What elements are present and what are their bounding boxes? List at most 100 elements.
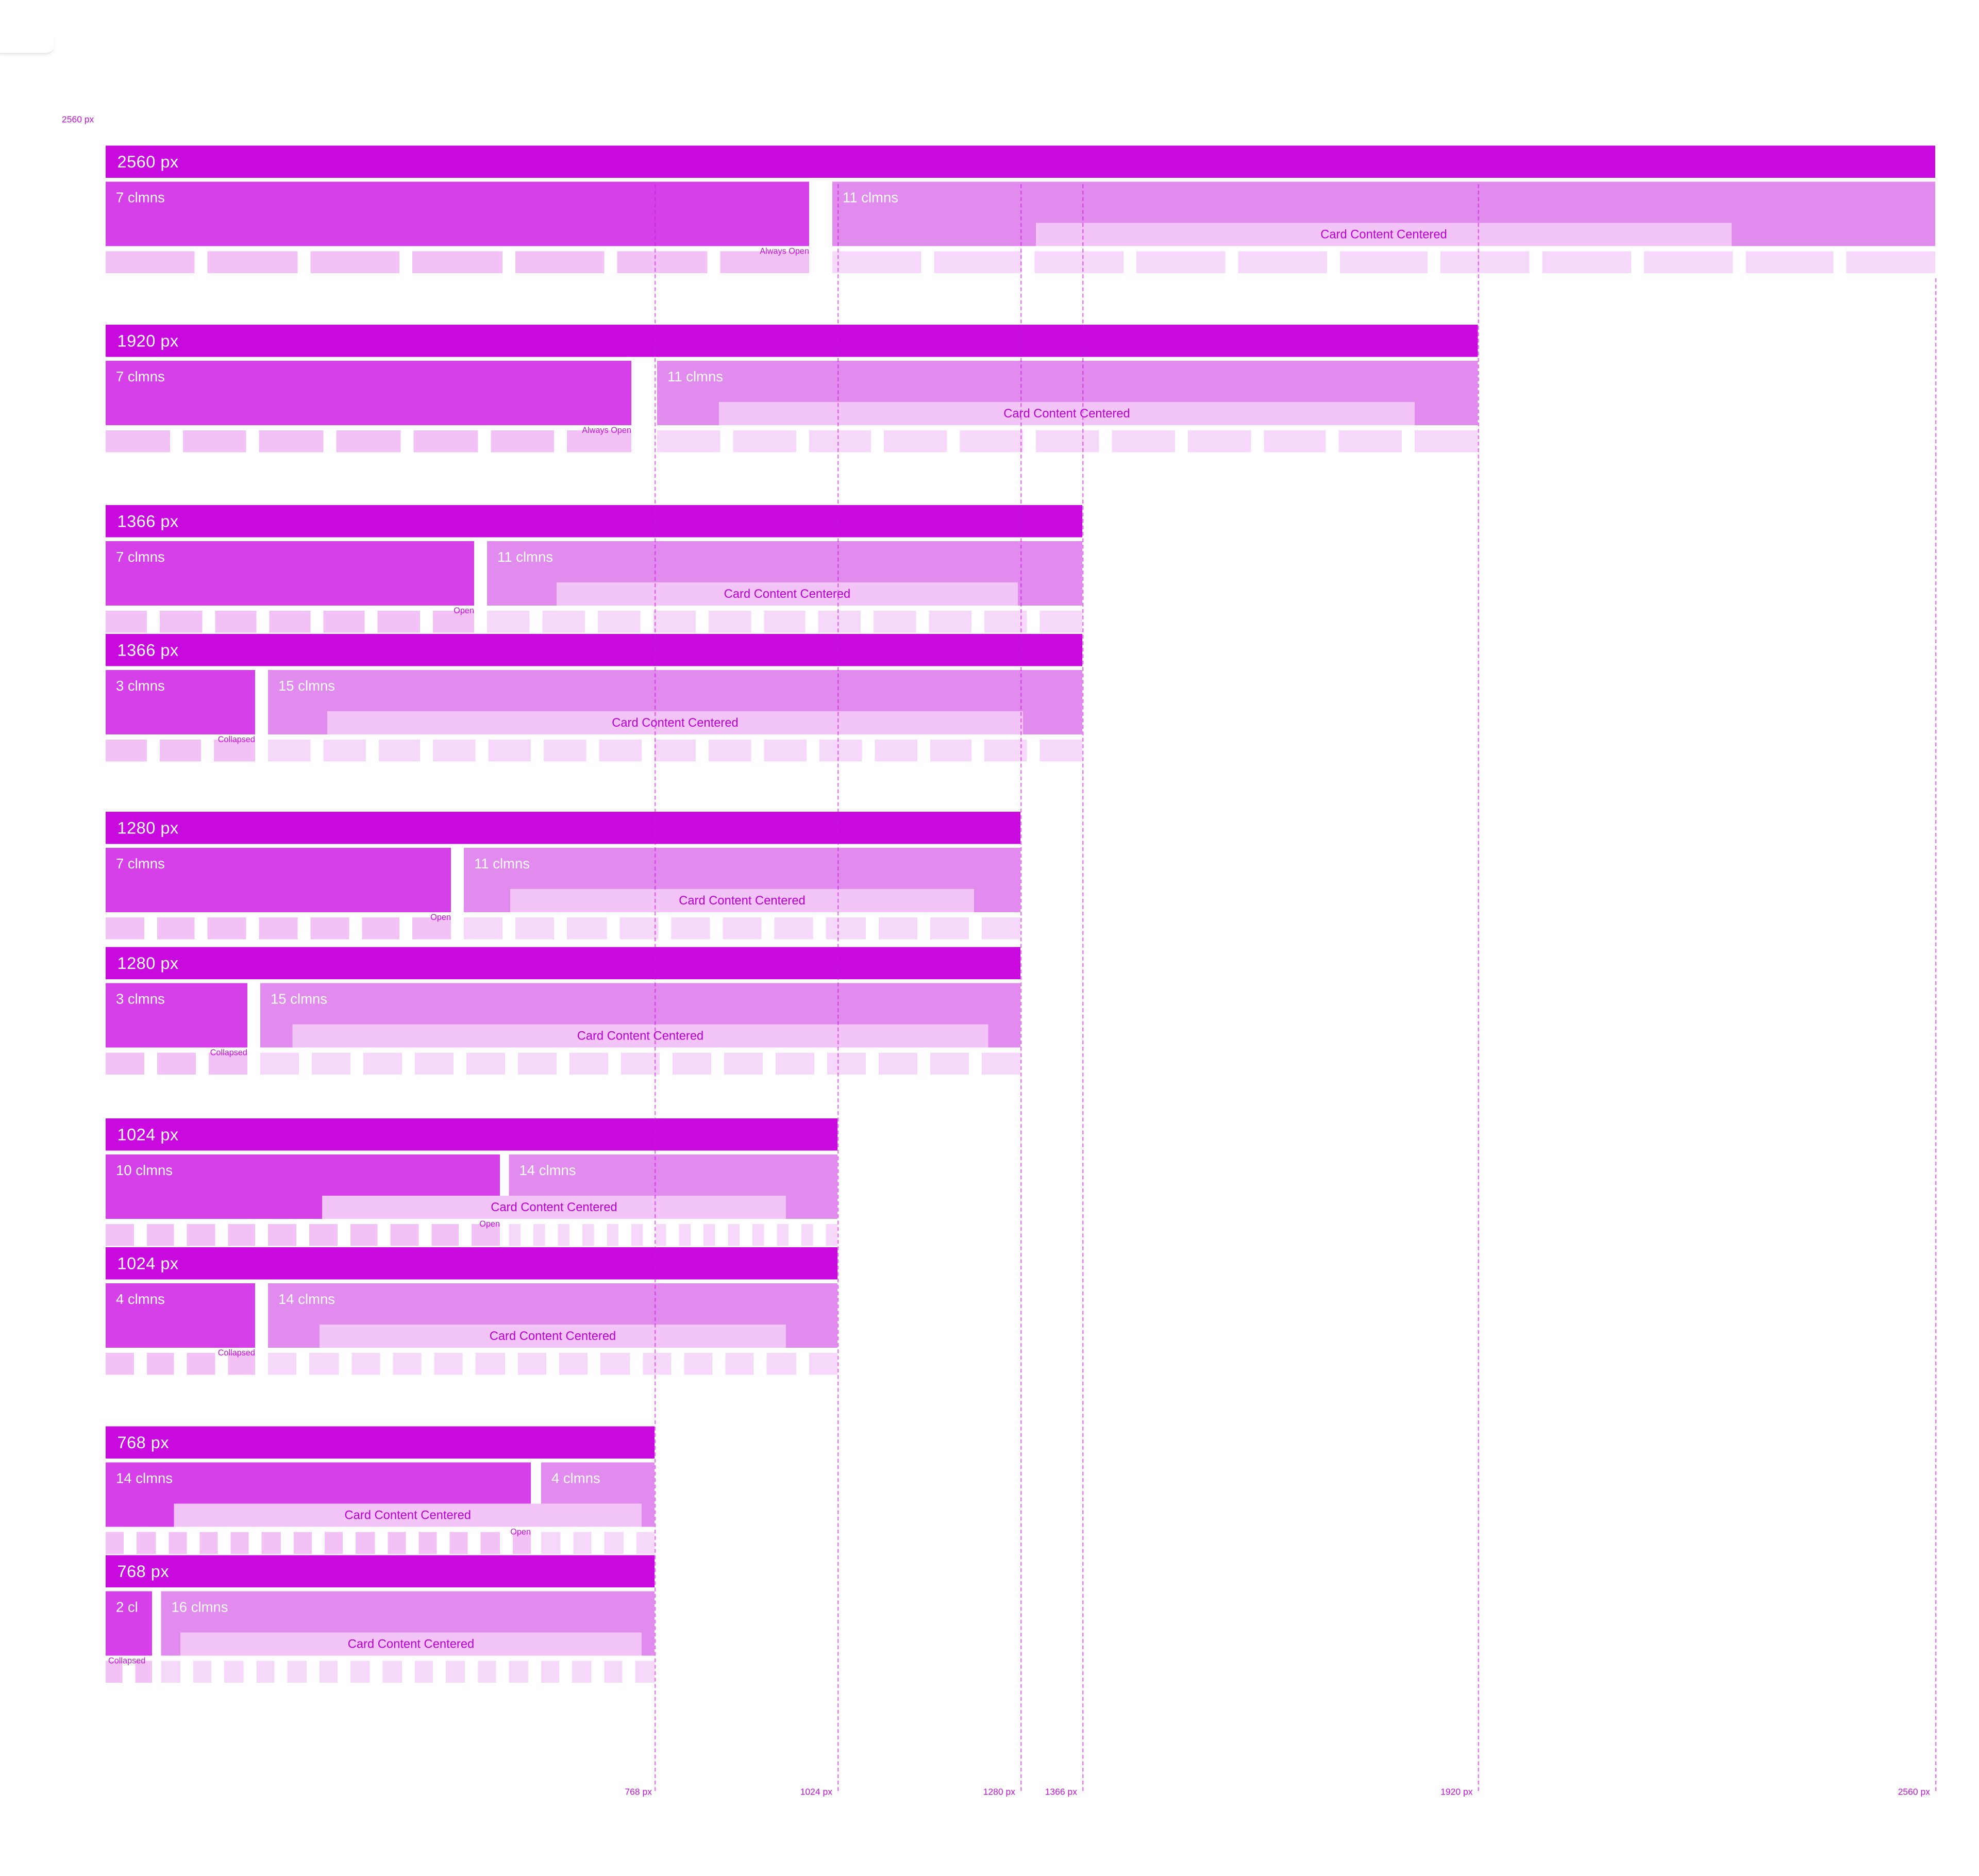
grid-column-swatch: [582, 1224, 594, 1246]
grid-column-swatch: [515, 917, 555, 940]
nav-columns-block: 3 clmns: [106, 670, 255, 734]
grid-column-swatch: [984, 740, 1027, 762]
grid-column-swatch: [1112, 430, 1175, 453]
grid-column-swatch: [137, 1532, 156, 1554]
breakpoint-header: 1366 px: [106, 634, 1082, 666]
grid-column-swatch: [106, 740, 147, 762]
grid-column-swatch: [259, 430, 324, 453]
grid-column-swatch: [1441, 251, 1530, 273]
grid-column-swatch: [192, 1661, 212, 1683]
grid-column-swatch: [187, 1353, 215, 1375]
grid-column-swatch: [488, 740, 531, 762]
grid-column-swatch: [324, 1532, 343, 1554]
grid-column-swatch: [293, 1532, 312, 1554]
breakpoint-guide-2560: [1935, 278, 1937, 1791]
grid-column-swatch: [635, 1661, 655, 1683]
content-columns-label: 16 clmns: [171, 1600, 228, 1616]
breakpoint-frame-1920: 1920 px 7 clmns 11 clmns Card Content Ce…: [106, 325, 1478, 456]
grid-column-swatch: [929, 740, 972, 762]
grid-column-swatch: [135, 1661, 152, 1683]
breakpoint-frame-1280-open: 1280 px 7 clmns 11 clmns Card Content Ce…: [106, 812, 1021, 943]
breakpoint-frame-1366-collapsed: 1366 px 3 clmns 15 clmns Card Content Ce…: [106, 634, 1082, 765]
axis-label-1280: 1280 px: [983, 1788, 1015, 1798]
grid-columns-right: [268, 1353, 837, 1375]
grid-column-swatch: [309, 1224, 337, 1246]
grid-column-swatch: [157, 1052, 196, 1075]
grid-column-swatch: [160, 740, 201, 762]
breakpoint-frame-1280-collapsed: 1280 px 3 clmns 15 clmns Card Content Ce…: [106, 947, 1020, 1079]
grid-column-swatch: [187, 1224, 215, 1246]
grid-column-swatch: [657, 430, 720, 453]
nav-columns-label: 7 clmns: [116, 550, 165, 566]
grid-column-swatch: [930, 1052, 969, 1075]
grid-column-swatch: [477, 1661, 496, 1683]
grid-columns-left: [106, 740, 255, 762]
grid-column-swatch: [487, 611, 530, 633]
grid-column-swatch: [670, 917, 710, 940]
grid-column-swatch: [1542, 251, 1631, 273]
grid-column-swatch: [509, 1224, 521, 1246]
grid-column-swatch: [106, 1052, 144, 1075]
grid-columns-left: [106, 611, 474, 633]
grid-column-swatch: [874, 611, 917, 633]
grid-column-swatch: [827, 1052, 866, 1075]
grid-column-swatch: [1039, 611, 1082, 633]
grid-column-swatch: [542, 611, 585, 633]
card-content-bar: Card Content Centered: [180, 1632, 642, 1656]
breakpoint-header: 768 px: [106, 1426, 655, 1459]
breakpoint-header: 1024 px: [106, 1118, 837, 1151]
grid-column-swatch: [617, 251, 707, 273]
grid-columns-right: [268, 740, 1082, 762]
grid-column-swatch: [703, 1224, 716, 1246]
grid-column-swatch: [268, 1224, 296, 1246]
grid-column-swatch: [635, 1532, 655, 1554]
grid-column-swatch: [106, 430, 170, 453]
grid-column-swatch: [227, 1224, 256, 1246]
grid-column-swatch: [476, 1353, 505, 1375]
grid-columns-right: [832, 251, 1936, 273]
grid-column-swatch: [466, 1052, 505, 1075]
nav-columns-block: 7 clmns: [106, 848, 451, 912]
grid-column-swatch: [268, 740, 310, 762]
grid-column-swatch: [432, 611, 474, 633]
grid-column-swatch: [621, 1052, 660, 1075]
grid-columns-left: [106, 251, 809, 273]
grid-column-swatch: [558, 1224, 569, 1246]
grid-column-swatch: [809, 430, 872, 453]
axis-label-1920: 1920 px: [1440, 1788, 1473, 1798]
grid-columns-left: [106, 1353, 255, 1375]
grid-column-swatch: [709, 740, 751, 762]
grid-columns-right: [487, 611, 1082, 633]
grid-column-swatch: [567, 917, 607, 940]
grid-column-swatch: [382, 1661, 401, 1683]
grid-column-swatch: [106, 1224, 133, 1246]
grid-column-swatch: [733, 430, 796, 453]
grid-column-swatch: [569, 1052, 608, 1075]
grid-column-swatch: [256, 1661, 275, 1683]
nav-columns-block: 7 clmns: [106, 361, 631, 425]
state-label: Open: [454, 607, 474, 616]
axis-label-1024: 1024 px: [800, 1788, 832, 1798]
card-content-label: Card Content Centered: [344, 1508, 472, 1522]
grid-columns-left: [106, 1052, 247, 1075]
breakpoint-guide-1280: [1020, 184, 1022, 1791]
grid-columns-right: [464, 917, 1021, 940]
grid-column-swatch: [1035, 251, 1124, 273]
state-label: Collapsed: [210, 1049, 247, 1058]
content-columns-label: 14 clmns: [519, 1163, 576, 1179]
nav-columns-label: 4 clmns: [116, 1292, 165, 1308]
grid-column-swatch: [723, 917, 762, 940]
grid-column-swatch: [106, 1532, 124, 1554]
nav-columns-block: 2 cl: [106, 1591, 152, 1656]
grid-column-swatch: [541, 1532, 560, 1554]
nav-columns-label: 7 clmns: [116, 370, 165, 386]
grid-column-swatch: [446, 1661, 465, 1683]
grid-columns-right: [541, 1532, 655, 1554]
grid-column-swatch: [929, 611, 972, 633]
nav-columns-block: 7 clmns: [106, 541, 474, 606]
grid-column-swatch: [310, 917, 349, 940]
grid-column-swatch: [434, 1353, 463, 1375]
breakpoint-frame-1024-open: 1024 px 10 clmns 14 clmns Card Content C…: [106, 1118, 837, 1250]
state-label: Open: [479, 1220, 500, 1230]
